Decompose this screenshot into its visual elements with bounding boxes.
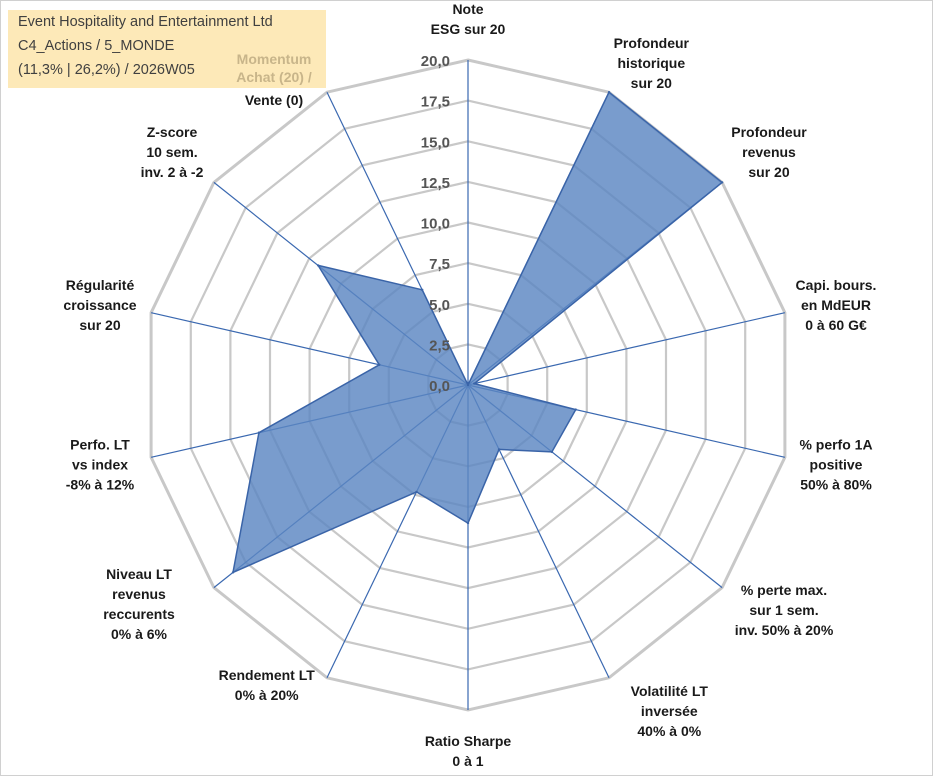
series-area xyxy=(232,91,723,574)
axis-label-8: Rendement LT 0% à 20% xyxy=(219,667,316,703)
data-point-8 xyxy=(415,490,418,494)
axis-label-12: Z-score 10 sem. inv. 2 à -2 xyxy=(141,124,204,180)
data-point-12 xyxy=(316,264,320,267)
axis-label-line: inv. 50% à 20% xyxy=(735,622,834,638)
data-point-4 xyxy=(574,408,577,411)
axis-label-3: Capi. bours. en MdEUR 0 à 60 G€ xyxy=(796,277,877,333)
axis-label-7: Ratio Sharpe 0 à 1 xyxy=(425,733,512,769)
tick-label: 15,0 xyxy=(421,134,450,151)
tick-label: 20,0 xyxy=(421,53,450,70)
data-point-5 xyxy=(550,450,554,454)
axis-label-2: Profondeur revenus sur 20 xyxy=(731,124,807,180)
axis-label-line: Volatilité LT xyxy=(631,683,709,699)
axis-label-line: 40% à 0% xyxy=(637,723,701,739)
momentum-axis-label: Momentum Achat (20) / xyxy=(236,51,312,85)
data-point-3 xyxy=(473,382,476,385)
axis-label-line: Profondeur xyxy=(731,124,807,140)
momentum-axis-label-rest: Vente (0) xyxy=(244,92,304,108)
axis-label-line: 50% à 80% xyxy=(800,476,872,492)
axis-label-11: Régularité croissance sur 20 xyxy=(63,277,136,333)
axis-label-line: 0% à 6% xyxy=(111,626,168,642)
tick-label: 7,5 xyxy=(429,256,450,273)
tick-label: 0,0 xyxy=(429,378,450,395)
axis-label-line: inversée xyxy=(641,703,698,719)
axis-label-line: Capi. bours. xyxy=(796,277,877,293)
axis-label-line: 0% à 20% xyxy=(235,687,299,703)
axis-label-line: sur 20 xyxy=(631,75,672,91)
tick-label: 2,5 xyxy=(429,337,450,354)
data-point-10 xyxy=(257,431,261,434)
axis-label-10: Perfo. LT vs index -8% à 12% xyxy=(66,436,135,492)
axis-label-line: sur 20 xyxy=(748,164,789,180)
axis-label-line: positive xyxy=(810,456,863,472)
axis-label-1: Profondeur historique sur 20 xyxy=(614,35,690,91)
radar-tick-labels: 0,0 2,5 5,0 7,5 10,0 12,5 15,0 17,5 20,0 xyxy=(421,53,450,395)
axis-label-5: % perte max. sur 1 sem. inv. 50% à 20% xyxy=(735,582,834,638)
data-point-7 xyxy=(466,521,470,525)
axis-label-line: Niveau LT xyxy=(106,566,172,582)
data-point-6 xyxy=(497,448,501,451)
data-point-9 xyxy=(231,571,235,574)
data-point-0 xyxy=(466,383,470,387)
axis-label-line: Profondeur xyxy=(614,35,690,51)
axis-label-line: Note xyxy=(452,1,483,17)
axis-label-line: revenus xyxy=(112,586,166,602)
axis-label-line: -8% à 12% xyxy=(66,476,135,492)
axis-label-line: Ratio Sharpe xyxy=(425,733,512,749)
axis-label-0: Note ESG sur 20 xyxy=(431,1,506,37)
axis-label-9: Niveau LT revenus reccurents 0% à 6% xyxy=(103,566,175,642)
info-box: Event Hospitality and Entertainment Ltd … xyxy=(8,10,326,88)
axis-label-line: Perfo. LT xyxy=(70,436,130,452)
axis-label-line: % perte max. xyxy=(741,582,827,598)
spoke-3 xyxy=(467,312,786,386)
tick-label: 17,5 xyxy=(421,94,450,111)
axis-label-line: revenus xyxy=(742,144,796,160)
axis-label-line: reccurents xyxy=(103,606,175,622)
axis-label-line: en MdEUR xyxy=(801,297,871,313)
axis-label-line: historique xyxy=(617,55,685,71)
axis-label-6: Volatilité LT inversée 40% à 0% xyxy=(631,683,709,739)
radar-axis-labels: Note ESG sur 20 Profondeur historique sur 20… xyxy=(63,1,876,769)
axis-label-4: % perfo 1A positive 50% à 80% xyxy=(799,436,872,492)
axis-label-line: 0 à 60 G€ xyxy=(805,317,867,333)
axis-label-line: vs index xyxy=(72,456,128,472)
axis-label-line: ESG sur 20 xyxy=(431,21,506,37)
tick-label: 12,5 xyxy=(421,175,450,192)
axis-label-line: inv. 2 à -2 xyxy=(141,164,204,180)
axis-label-line: 0 à 1 xyxy=(452,753,483,769)
axis-label-line: croissance xyxy=(63,297,136,313)
tick-label: 5,0 xyxy=(429,297,450,314)
axis-label-line: 10 sem. xyxy=(146,144,197,160)
axis-label-line: Régularité xyxy=(66,277,135,293)
tick-label: 10,0 xyxy=(421,216,450,233)
portfolio-label: C4_Actions / 5_MONDE xyxy=(18,38,175,54)
axis-label-line: sur 1 sem. xyxy=(749,602,818,618)
axis-label-line: Rendement LT xyxy=(219,667,316,683)
radar-series xyxy=(231,91,724,574)
data-point-11 xyxy=(378,363,381,366)
period-label: (11,3% | 26,2%) / 2026W05 xyxy=(18,62,195,78)
axis-label-line: % perfo 1A xyxy=(799,436,872,452)
data-point-2 xyxy=(720,181,724,184)
company-name: Event Hospitality and Entertainment Ltd xyxy=(18,14,273,30)
data-point-1 xyxy=(607,91,611,94)
axis-label-line: Z-score xyxy=(147,124,198,140)
axis-label-line: sur 20 xyxy=(79,317,120,333)
data-point-13 xyxy=(421,288,424,291)
